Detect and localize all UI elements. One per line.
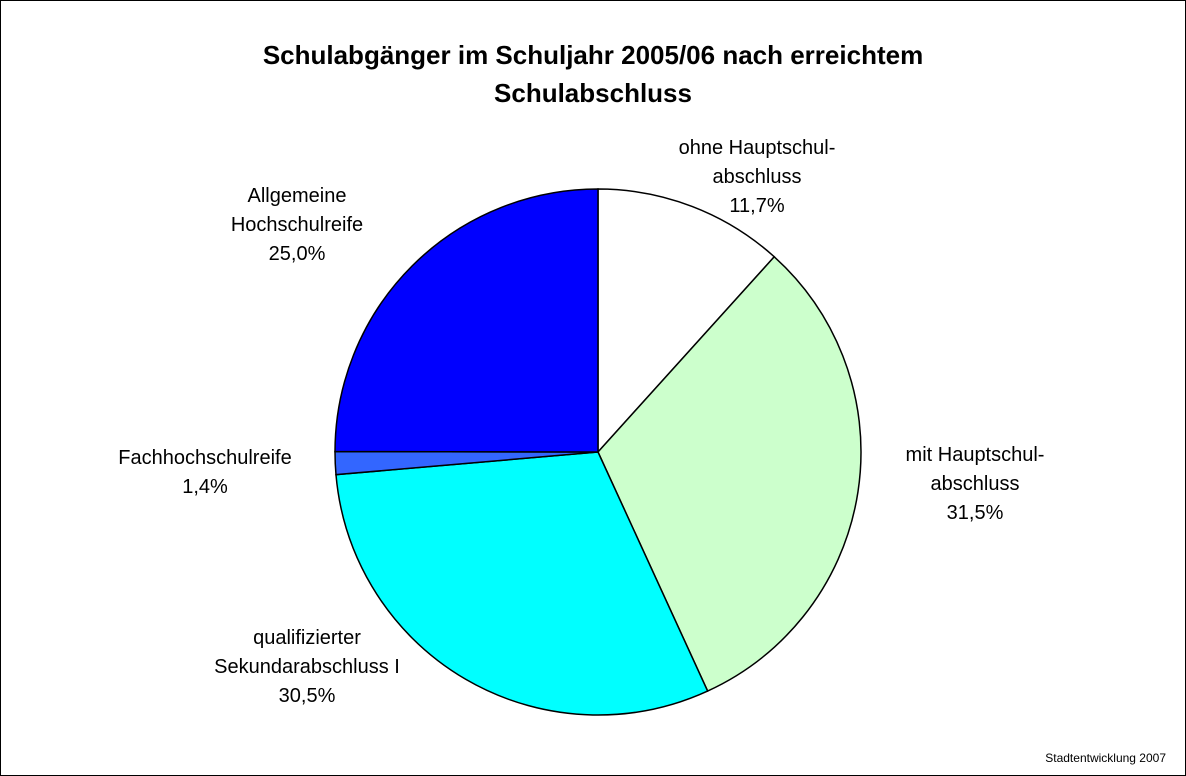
chart-title: Schulabgänger im Schuljahr 2005/06 nach … <box>262 40 924 108</box>
slice-label: Fachhochschulreife 1,4% <box>55 444 355 502</box>
pie-slice <box>335 451 709 716</box>
source-note: Stadtentwicklung 2007 <box>1045 751 1166 765</box>
slice-label: mit Hauptschul- abschluss 31,5% <box>825 441 1125 528</box>
pie-slice <box>334 188 599 453</box>
value-label: 31,5% <box>946 502 1004 524</box>
value-label: 11,7% <box>729 195 785 217</box>
slice-label: qualifizierter Sekundarabschluss I 30,5% <box>157 624 457 711</box>
value-label: 30,5% <box>278 685 336 707</box>
category-label: Allgemeine Hochschulreife <box>230 185 364 236</box>
category-label: ohne Hauptschul- abschluss <box>678 137 836 188</box>
slice-label: Allgemeine Hochschulreife 25,0% <box>147 182 447 269</box>
category-label: qualifizierter Sekundarabschluss I <box>214 627 400 678</box>
pie-slice <box>597 255 862 693</box>
pie-slice <box>597 188 776 454</box>
value-label: 25,0% <box>268 243 326 265</box>
slice-label: ohne Hauptschul- abschluss 11,7% <box>607 134 907 221</box>
category-label: mit Hauptschul- abschluss <box>905 444 1045 495</box>
value-label: 1,4% <box>182 476 228 498</box>
category-label: Fachhochschulreife <box>118 447 292 469</box>
